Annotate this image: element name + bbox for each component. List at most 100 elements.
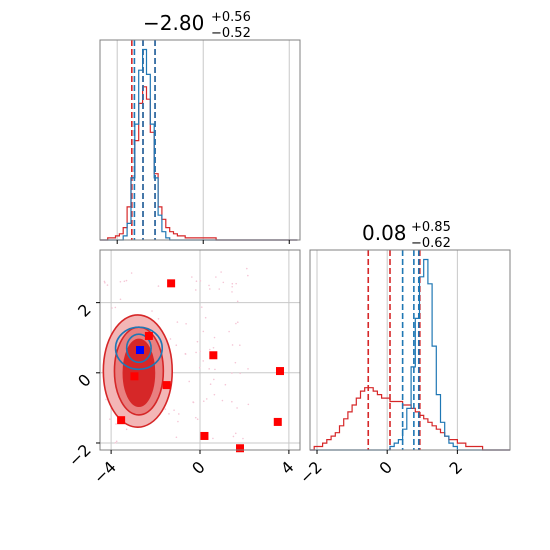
joint-sample-dot [157,317,160,320]
joint-sample-dot [130,272,133,274]
marginal-1-hist-series-0 [100,86,298,241]
joint-sample-dot [235,282,237,285]
joint-sample-dot [232,435,235,438]
joint-red-marker [130,372,139,381]
joint-sample-dot [202,400,205,403]
joint-sample-dot [218,288,221,290]
joint-sample-dot [192,401,195,404]
joint-sample-dot [176,321,179,323]
joint-xtick-label: 0 [188,457,209,478]
joint-sample-dot [221,399,224,402]
joint-sample-dot [236,300,239,303]
joint-sample-dot [191,276,193,278]
joint-sample-dot [175,436,178,439]
joint-sample-dot [245,267,248,270]
joint-sample-dot [173,409,175,411]
joint-sample-dot [231,344,234,346]
joint-sample-dot [169,338,172,340]
joint-red-marker [144,331,153,340]
joint-sample-dot [220,271,222,273]
joint-sample-dot [196,418,199,421]
marginal-2-xtick-label: 2 [446,457,467,478]
joint-sample-dot [239,344,241,346]
joint-ytick-label: −2 [65,440,95,470]
joint-red-marker [209,351,218,360]
joint-red-marker [236,444,244,453]
joint-sample-dot [196,340,199,343]
joint-sample-dot [228,330,230,333]
marginal-2-hist-series-1 [310,258,510,451]
joint-sample-dot [108,418,111,420]
joint-sample-dot [178,413,180,415]
joint-sample-dot [105,398,107,401]
joint-sample-dot [222,281,225,284]
title-1-plus: +0.56 [211,10,251,25]
joint-sample-dot [114,441,117,444]
marginal-1-hist-series-1 [100,48,298,241]
joint-sample-dot [213,336,216,339]
joint-sample-dot [194,416,197,419]
joint-sample-dot [231,372,233,374]
joint-red-marker [200,431,209,440]
joint-sample-dot [103,280,106,283]
joint-sample-dot [168,413,170,415]
joint-sample-dot [224,383,227,386]
joint-sample-dot [235,322,237,325]
joint-xtick-label: 4 [277,457,298,478]
joint-red-marker [273,417,282,426]
joint-sample-dot [119,280,122,283]
joint-sample-dot [236,321,239,323]
title-marginal-1: −2.80 +0.56 −0.52 [143,10,251,41]
joint-sample-dot [123,280,126,283]
joint-sample-dot [247,274,249,277]
joint-sample-dot [177,420,179,423]
joint-xtick-label: −4 [90,457,120,487]
joint-sample-dot [236,407,238,409]
joint-sample-dot [247,403,250,406]
title-2-median: 0.08 [362,221,407,245]
joint-sample-dot [115,440,118,443]
title-2-minus: −0.62 [411,236,451,251]
joint-sample-dot [151,310,153,312]
title-marginal-2: 0.08 +0.85 −0.62 [362,220,451,251]
joint-red-marker [167,279,176,288]
joint-sample-dot [208,284,210,287]
joint-sample-dot [234,432,237,435]
marginal-2-xtick-label: −2 [296,457,326,487]
joint-ytick-label: 0 [74,370,95,391]
joint-contour-3 [114,326,164,371]
joint-sample-dot [208,368,210,370]
joint-sample-dot [188,380,191,383]
joint-sample-dot [202,330,205,333]
joint-sample-dot [213,393,216,396]
title-1-minus: −0.52 [211,26,251,41]
joint-sample-dot [125,279,128,282]
marginal-1-panel [99,39,301,241]
joint-sample-dot [231,400,233,403]
joint-sample-dot [195,280,198,283]
joint-sample-dot [214,368,216,371]
joint-red-marker [276,367,284,376]
joint-sample-dot [231,285,234,288]
joint-sample-dot [125,428,128,431]
joint-sample-dot [195,351,197,354]
joint-sample-dot [212,346,215,349]
marginal-2-panel [309,249,511,451]
joint-sample-dot [215,276,217,278]
joint-sample-dot [106,284,109,286]
marginal-2-xtick-label: 0 [375,457,396,478]
joint-sample-dot [202,360,205,362]
joint-sample-dot [119,298,122,301]
joint-sample-dot [199,350,201,353]
joint-sample-dot [242,437,244,440]
joint-sample-dot [175,344,178,346]
joint-red-marker [162,381,171,390]
joint-sample-dot [231,282,234,285]
marginal-2-hist-series-0 [310,387,510,451]
title-1-median: −2.80 [143,11,204,35]
joint-sample-dot [209,383,212,386]
joint-blue-marker [136,346,144,354]
joint-sample-dot [208,288,211,290]
joint-sample-dot [208,348,211,351]
